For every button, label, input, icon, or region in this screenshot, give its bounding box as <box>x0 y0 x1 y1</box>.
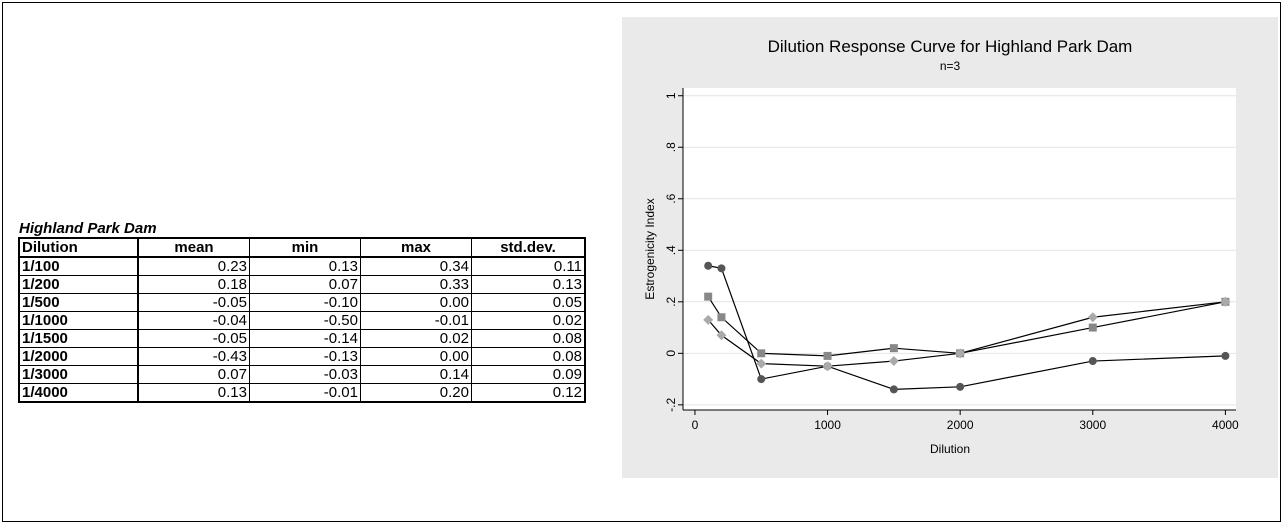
x-tick-label: 0 <box>692 418 699 432</box>
table-cell: 0.20 <box>360 383 472 403</box>
header-cell: min <box>249 237 361 258</box>
marker <box>704 292 713 301</box>
chart-subtitle: n=3 <box>940 59 961 73</box>
table-cell: 0.33 <box>360 275 472 294</box>
marker <box>1088 323 1097 332</box>
y-axis-label: Estrogenicity Index <box>643 198 657 299</box>
marker <box>704 261 713 270</box>
y-tick-label: .6 <box>664 193 678 203</box>
marker <box>1088 357 1097 366</box>
data-table: Dilution mean min max std.dev. 1/100 0.23 0.13 0… <box>18 237 586 403</box>
table-row: 1/2000 -0.43 -0.13 0.00 0.08 <box>18 347 586 366</box>
header-cell: Dilution <box>18 237 139 258</box>
y-tick-label: .2 <box>664 296 678 306</box>
table-cell: 0.05 <box>471 293 586 312</box>
y-tick-label: 0 <box>664 350 678 357</box>
marker <box>1220 296 1231 307</box>
marker <box>703 314 714 325</box>
table-cell: 0.07 <box>137 365 250 384</box>
marker <box>956 382 965 391</box>
table-cell: 0.12 <box>471 383 586 403</box>
table-cell: 0.13 <box>471 275 586 294</box>
table-cell: 1/3000 <box>18 365 139 384</box>
y-tick-label: -.2 <box>664 398 678 412</box>
table-cell: 1/500 <box>18 293 139 312</box>
table-cell: 1/4000 <box>18 383 139 403</box>
table-row: 1/200 0.18 0.07 0.33 0.13 <box>18 275 586 294</box>
table-cell: 0.00 <box>360 347 472 366</box>
y-tick-label: .8 <box>664 142 678 152</box>
marker <box>822 361 833 372</box>
table-cell: 1/1500 <box>18 329 139 348</box>
x-tick-label: 3000 <box>1079 418 1106 432</box>
header-cell: max <box>360 237 472 258</box>
table-cell: -0.14 <box>249 329 361 348</box>
marker <box>757 375 766 384</box>
table-cell: 1/1000 <box>18 311 139 330</box>
header-cell: mean <box>137 237 250 258</box>
marker <box>889 385 898 394</box>
marker <box>889 344 898 353</box>
chart-title: Dilution Response Curve for Highland Par… <box>768 37 1133 56</box>
marker <box>955 348 966 359</box>
table-cell: 0.13 <box>137 383 250 403</box>
marker <box>1087 312 1098 323</box>
table-row: 1/500 -0.05 -0.10 0.00 0.05 <box>18 293 586 312</box>
marker <box>717 313 726 322</box>
table-cell: -0.01 <box>249 383 361 403</box>
table-cell: 0.02 <box>360 329 472 348</box>
table-cell: 0.11 <box>471 256 586 276</box>
marker <box>756 358 767 369</box>
table-cell: -0.50 <box>249 311 361 330</box>
marker <box>823 351 832 360</box>
x-tick-label: 4000 <box>1212 418 1239 432</box>
marker <box>717 264 726 273</box>
header-row: Dilution mean min max std.dev. <box>18 237 586 258</box>
marker <box>888 356 899 367</box>
table-cell: 0.14 <box>360 365 472 384</box>
table-cell: 0.34 <box>360 256 472 276</box>
table-title: Highland Park Dam <box>19 220 157 237</box>
table-cell: -0.05 <box>137 293 250 312</box>
series-line <box>708 265 1226 390</box>
marker <box>757 349 766 358</box>
table-cell: -0.43 <box>137 347 250 366</box>
marker <box>1221 351 1230 360</box>
marker <box>716 330 727 341</box>
table-cell: 0.09 <box>471 365 586 384</box>
y-tick-label: 1 <box>664 92 678 99</box>
header-cell: std.dev. <box>471 237 586 258</box>
table-row: 1/4000 0.13 -0.01 0.20 0.12 <box>18 383 586 403</box>
x-tick-label: 1000 <box>814 418 841 432</box>
x-axis-label: Dilution <box>930 442 970 456</box>
table-row: 1/1500 -0.05 -0.14 0.02 0.08 <box>18 329 586 348</box>
y-tick-label: .4 <box>664 245 678 255</box>
table-row: 1/3000 0.07 -0.03 0.14 0.09 <box>18 365 586 384</box>
x-tick-label: 2000 <box>947 418 974 432</box>
series-line <box>707 296 1226 357</box>
plot-area <box>683 88 1236 410</box>
series-line <box>707 301 1226 367</box>
